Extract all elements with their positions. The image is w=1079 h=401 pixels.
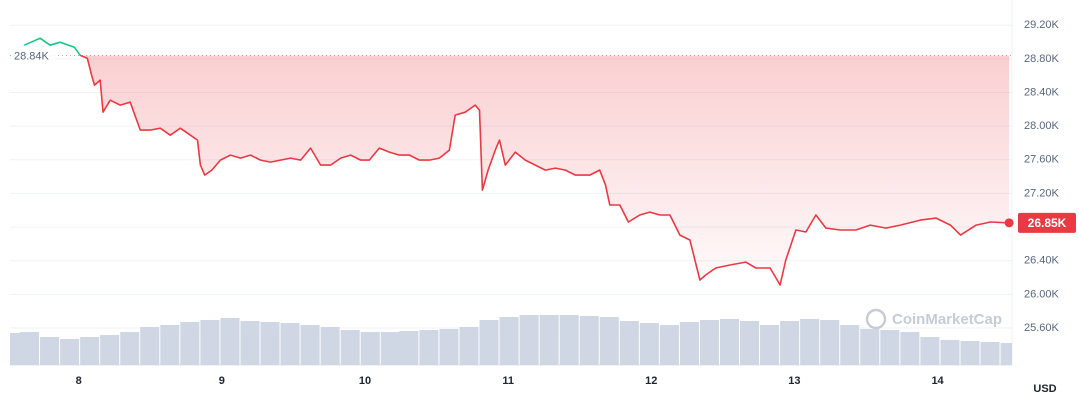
y-tick-label: 29.20K [1024,19,1060,31]
volume-bar [320,327,340,365]
volume-bar [20,332,40,365]
y-tick-label: 26.40K [1024,255,1060,267]
y-tick-label: 28.80K [1024,53,1060,65]
y-tick-label: 25.60K [1024,322,1060,334]
volume-bar [340,330,360,365]
volume-bar [880,330,900,365]
volume-bar [60,339,80,365]
volume-bar [960,341,980,365]
volume-bar [940,340,960,365]
volume-bar [539,315,559,365]
volume-bar [459,327,479,365]
y-tick-label: 27.20K [1024,187,1060,199]
volume-bar [760,325,780,365]
y-tick-label: 28.00K [1024,120,1060,132]
volume-bar [840,325,860,365]
watermark-logo [865,308,887,330]
volume-bar [200,320,220,365]
volume-bar [380,332,400,365]
x-tick-label: 8 [76,375,82,387]
volume-bar [519,315,539,365]
baseline-label: 28.84K [14,50,50,62]
volume-bar [980,342,1000,365]
volume-bar [280,323,300,365]
volume-bar [439,329,459,365]
volume-bar [619,321,639,365]
volume-bar [740,321,760,365]
volume-bar [140,327,160,365]
y-tick-label: 27.60K [1024,154,1060,166]
volume-bar [800,319,820,365]
volume-bar [479,320,499,365]
volume-bar [579,316,599,365]
volume-bar [419,330,439,365]
volume-bar [100,335,120,365]
volume-bar [120,332,140,365]
volume-bar [860,329,880,365]
y-tick-label: 28.40K [1024,86,1060,98]
last-price-label: 26.85K [1028,216,1067,230]
volume-bar [900,332,920,365]
volume-bar [40,337,60,365]
y-tick-label: 26.00K [1024,288,1060,300]
volume-bar [240,321,260,365]
area-fill [80,55,1010,285]
last-point [1004,218,1014,228]
volume-bar [920,337,940,365]
volume-bar [780,321,800,365]
volume-bar [699,320,719,365]
x-tick-label: 11 [502,375,514,387]
volume-bar [639,323,659,365]
x-tick-label: 14 [931,375,944,387]
volume-bar [599,317,619,365]
volume-bar [1000,343,1012,365]
price-line [23,37,1010,286]
volume-bar [679,322,699,365]
x-tick-label: 9 [219,375,225,387]
volume-bar [160,325,180,365]
volume-bar [360,332,380,365]
watermark-text: CoinMarketCap [892,311,1002,328]
currency-label: USD [1033,383,1056,395]
volume-bar [260,322,280,365]
volume-bar [300,325,320,365]
volume-bar [220,318,240,365]
volume-bar [499,317,519,365]
volume-bar [659,325,679,365]
volume-bar [719,319,740,365]
volume-bar [180,322,200,365]
x-tick-label: 12 [645,375,657,387]
last-price-badge [1018,212,1076,233]
volume-bars [10,315,1012,365]
x-tick-label: 13 [788,375,800,387]
volume-bar [399,331,419,365]
watermark: CoinMarketCap [865,308,1002,330]
volume-bar [559,315,579,365]
baseline-label-bg [12,47,56,64]
x-tick-label: 10 [359,375,371,387]
volume-bar [80,337,100,365]
volume-bar [820,320,840,365]
